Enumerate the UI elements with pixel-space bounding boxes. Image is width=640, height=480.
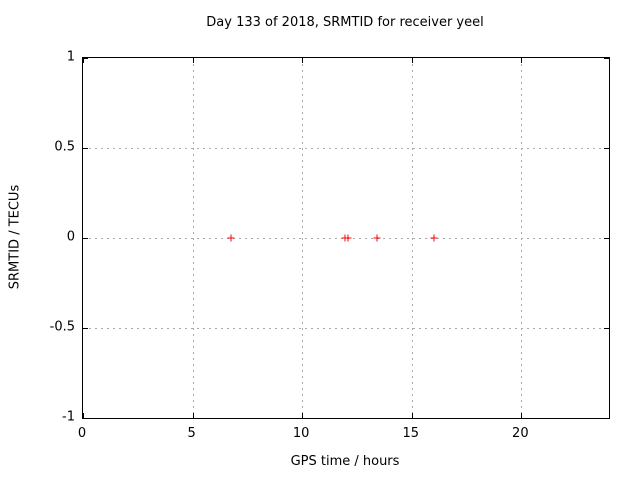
y-tick-label: 0 bbox=[66, 229, 75, 245]
y-tick-mark bbox=[83, 238, 88, 239]
y-tick-mark bbox=[83, 58, 88, 59]
marker-vertical-bar bbox=[376, 234, 378, 242]
x-tick-label: 20 bbox=[512, 426, 529, 441]
x-tick-mark bbox=[192, 58, 194, 63]
y-tick-mark bbox=[604, 328, 609, 329]
data-point-marker bbox=[227, 234, 235, 242]
x-tick-label: 0 bbox=[77, 426, 87, 441]
marker-vertical-bar bbox=[433, 234, 435, 242]
x-tick-mark bbox=[83, 58, 84, 63]
marker-vertical-bar bbox=[347, 234, 349, 242]
plot-area bbox=[82, 57, 610, 419]
y-tick-mark bbox=[83, 148, 88, 149]
x-tick-mark bbox=[411, 58, 413, 63]
y-tick-label: -1 bbox=[62, 409, 75, 425]
x-tick-label: 15 bbox=[402, 426, 420, 441]
y-tick-label: 1 bbox=[66, 49, 75, 65]
x-tick-mark bbox=[192, 413, 194, 418]
x-tick-label: 5 bbox=[187, 426, 196, 441]
x-tick-mark bbox=[521, 58, 523, 63]
x-tick-mark bbox=[83, 413, 84, 418]
x-tick-mark bbox=[521, 413, 523, 418]
y-gridline bbox=[83, 238, 609, 239]
y-tick-mark bbox=[83, 328, 88, 329]
y-tick-mark bbox=[604, 418, 609, 419]
y-tick-mark bbox=[604, 148, 609, 149]
data-point-marker bbox=[373, 234, 381, 242]
x-tick-mark bbox=[302, 413, 304, 418]
y-gridline bbox=[83, 328, 609, 329]
chart-title: Day 133 of 2018, SRMTID for receiver yee… bbox=[206, 15, 484, 30]
x-tick-mark bbox=[411, 413, 413, 418]
data-point-marker bbox=[344, 234, 352, 242]
x-tick-mark bbox=[302, 58, 304, 63]
x-tick-label: 10 bbox=[292, 426, 310, 441]
y-tick-label: -0.5 bbox=[49, 319, 75, 335]
y-tick-mark bbox=[83, 418, 88, 419]
y-tick-label: 0.5 bbox=[54, 139, 75, 155]
marker-vertical-bar bbox=[230, 234, 232, 242]
x-axis-label: GPS time / hours bbox=[290, 454, 400, 469]
y-tick-mark bbox=[604, 58, 609, 59]
data-point-marker bbox=[430, 234, 438, 242]
y-gridline bbox=[83, 148, 609, 149]
y-axis-label: SRMTID / TECUs bbox=[7, 184, 23, 290]
y-tick-mark bbox=[604, 238, 609, 239]
